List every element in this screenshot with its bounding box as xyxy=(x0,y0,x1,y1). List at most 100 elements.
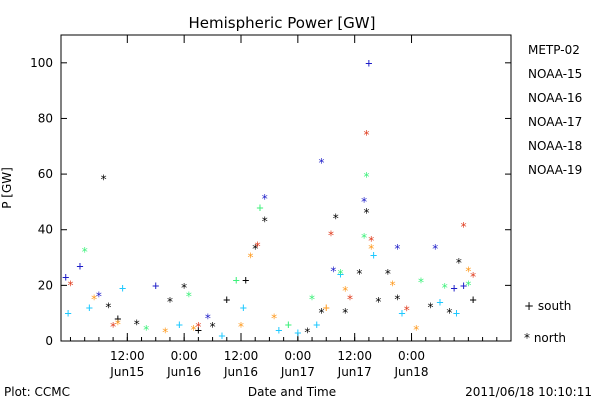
y-tick-label: 100 xyxy=(30,56,53,70)
legend-entry: NOAA-17 xyxy=(528,115,582,129)
x-tick-label: 0:00 xyxy=(284,349,311,363)
x-tick-label: 12:00 xyxy=(337,349,372,363)
data-point: * xyxy=(261,192,268,206)
data-point: * xyxy=(394,242,401,256)
data-point: * xyxy=(166,295,173,309)
data-point: * xyxy=(67,278,74,292)
x-axis: 12:00 Jun15 0:00 Jun16 12:00 Jun16 0:00 Jun17 12… xyxy=(69,35,512,379)
data-point: * xyxy=(384,267,391,281)
data-point: * xyxy=(394,292,401,306)
y-tick-label: 60 xyxy=(38,167,53,181)
data-point: * xyxy=(465,264,472,278)
data-point: * xyxy=(432,242,439,256)
data-point: + xyxy=(451,281,458,295)
data-point: * xyxy=(342,284,349,298)
data-point: * xyxy=(143,323,150,337)
data-point: + xyxy=(398,306,405,320)
data-point: + xyxy=(365,56,372,70)
legend: METP-02 NOAA-15 NOAA-16 NOAA-17 NOAA-18 NOAA-… xyxy=(528,43,582,177)
data-point: + xyxy=(256,200,263,214)
data-point: * xyxy=(446,306,453,320)
data-point: * xyxy=(342,306,349,320)
data-point: * xyxy=(237,320,244,334)
data-point: * xyxy=(455,256,462,270)
data-point: * xyxy=(100,173,107,187)
legend-entry: METP-02 xyxy=(528,43,580,57)
data-point: + xyxy=(62,270,69,284)
data-point: * xyxy=(105,301,112,315)
data-point: + xyxy=(119,281,126,295)
marker-key-entry: * north xyxy=(524,331,566,345)
data-point: * xyxy=(304,326,311,340)
data-point: * xyxy=(133,317,140,331)
data-point: * xyxy=(417,276,424,290)
data-point: + xyxy=(114,312,121,326)
data-point: * xyxy=(368,242,375,256)
data-point: * xyxy=(389,278,396,292)
data-point: * xyxy=(413,323,420,337)
footer-timestamp: 2011/06/18 10:10:11 xyxy=(465,385,592,399)
data-point: + xyxy=(469,292,476,306)
data-point: * xyxy=(209,320,216,334)
data-point: + xyxy=(313,317,320,331)
data-point: * xyxy=(330,264,337,278)
data-point: * xyxy=(190,323,197,337)
data-point: * xyxy=(254,239,261,253)
marker-key-entry: + south xyxy=(524,299,571,313)
data-point: * xyxy=(363,206,370,220)
data-point: * xyxy=(375,295,382,309)
data-point: * xyxy=(247,251,254,265)
x-tick-label: 12:00 xyxy=(224,349,259,363)
plot-frame xyxy=(60,34,512,342)
data-point: * xyxy=(363,170,370,184)
x-tick-sublabel: Jun16 xyxy=(166,365,201,379)
data-point: + xyxy=(370,248,377,262)
data-point: * xyxy=(363,128,370,142)
legend-entry: NOAA-15 xyxy=(528,67,582,81)
x-tick-label: 0:00 xyxy=(171,349,198,363)
data-point: + xyxy=(453,306,460,320)
data-point: * xyxy=(356,267,363,281)
data-point: + xyxy=(337,267,344,281)
data-point: * xyxy=(327,228,334,242)
data-point: * xyxy=(337,267,344,281)
data-point: + xyxy=(152,278,159,292)
legend-entry: NOAA-18 xyxy=(528,139,582,153)
marker-key: + south * north xyxy=(524,299,571,345)
data-point: + xyxy=(240,301,247,315)
data-point: + xyxy=(460,278,467,292)
legend-entry: NOAA-19 xyxy=(528,163,582,177)
x-tick-sublabel: Jun17 xyxy=(280,365,315,379)
legend-entry: NOAA-16 xyxy=(528,91,582,105)
y-axis: 0 20 40 60 80 100 xyxy=(30,56,511,348)
data-point: + xyxy=(176,317,183,331)
x-tick-label: 0:00 xyxy=(398,349,425,363)
data-point: * xyxy=(318,156,325,170)
data-point: + xyxy=(285,317,292,331)
data-point: * xyxy=(204,312,211,326)
data-point: + xyxy=(195,323,202,337)
data-point: * xyxy=(114,317,121,331)
x-tick-sublabel: Jun18 xyxy=(394,365,429,379)
data-point: * xyxy=(361,231,368,245)
y-tick-label: 20 xyxy=(38,278,53,292)
data-point: * xyxy=(346,292,353,306)
y-tick-label: 0 xyxy=(45,334,53,348)
y-axis-label: P [GW] xyxy=(0,167,14,209)
data-point: * xyxy=(271,312,278,326)
data-point: * xyxy=(181,281,188,295)
data-point: + xyxy=(242,273,249,287)
data-point: + xyxy=(323,301,330,315)
data-point: + xyxy=(218,328,225,342)
data-point: * xyxy=(91,292,98,306)
data-point: * xyxy=(81,245,88,259)
data-point: * xyxy=(441,281,448,295)
y-tick-label: 40 xyxy=(38,223,53,237)
data-point: * xyxy=(195,320,202,334)
data-point: * xyxy=(332,212,339,226)
data-point: + xyxy=(233,273,240,287)
data-point: * xyxy=(465,278,472,292)
data-point: * xyxy=(368,234,375,248)
chart-title: Hemispheric Power [GW] xyxy=(189,14,376,32)
